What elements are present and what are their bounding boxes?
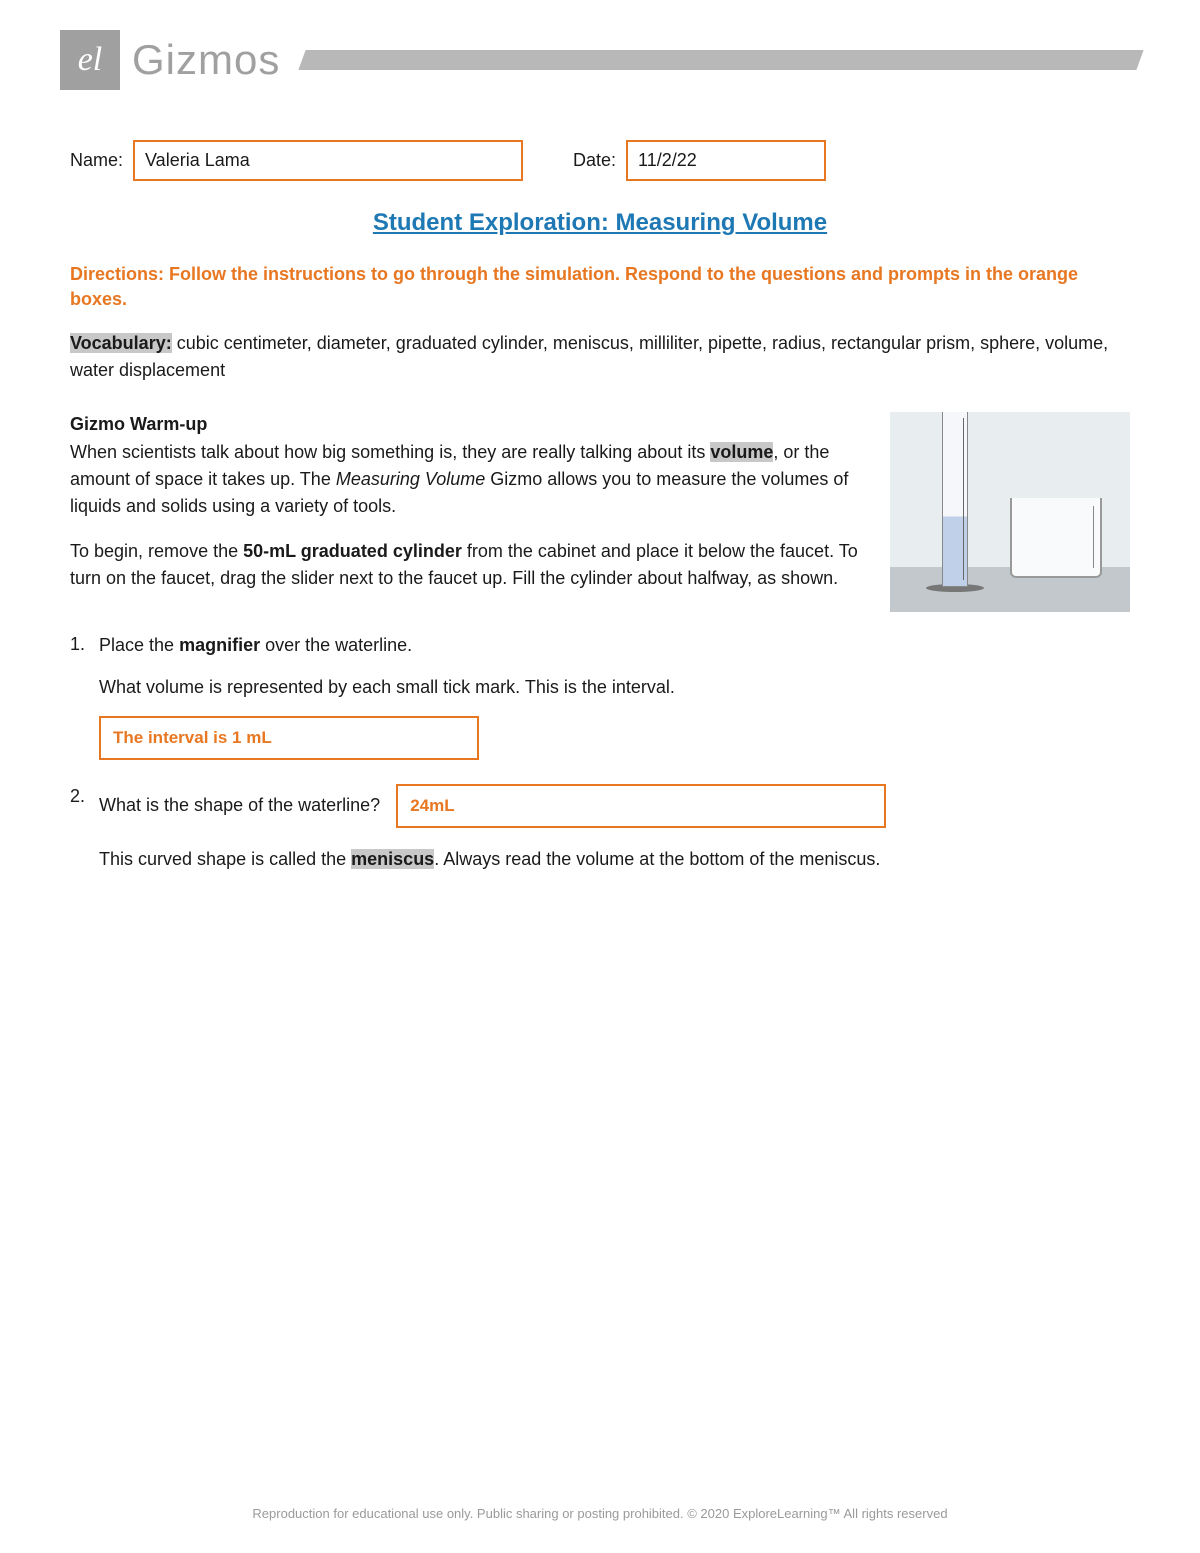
question-2: 2. What is the shape of the waterline? 2… — [70, 784, 1130, 873]
vocabulary-label: Vocabulary: — [70, 333, 172, 353]
question-1-answer-box[interactable]: The interval is 1 mL — [99, 716, 479, 760]
warmup-section: Gizmo Warm-up When scientists talk about… — [60, 412, 1140, 612]
brand-name: Gizmos — [132, 31, 280, 90]
date-field[interactable]: 11/2/22 — [626, 140, 826, 181]
question-1-line-2: What volume is represented by each small… — [99, 674, 1130, 702]
cylinder-beaker-illustration — [890, 412, 1130, 612]
question-2-explanation: This curved shape is called the meniscus… — [99, 846, 1130, 873]
question-1: 1. Place the magnifier over the waterlin… — [70, 632, 1130, 760]
directions-text: Directions: Follow the instructions to g… — [60, 262, 1140, 312]
brand-header: el Gizmos — [60, 30, 1140, 90]
name-field[interactable]: Valeria Lama — [133, 140, 523, 181]
header-decorative-bar — [299, 50, 1144, 70]
footer-copyright: Reproduction for educational use only. P… — [0, 1505, 1200, 1523]
name-label: Name: — [70, 148, 123, 173]
warmup-paragraph-2: To begin, remove the 50-mL graduated cyl… — [70, 538, 870, 592]
question-1-line-1: Place the magnifier over the waterline. — [99, 632, 1130, 660]
vocabulary-section: Vocabulary: cubic centimeter, diameter, … — [60, 330, 1140, 384]
warmup-paragraph-1: When scientists talk about how big somet… — [70, 439, 870, 520]
student-info-row: Name: Valeria Lama Date: 11/2/22 — [60, 140, 1140, 181]
warmup-heading: Gizmo Warm-up — [70, 412, 870, 437]
question-2-prompt: What is the shape of the waterline? — [99, 793, 380, 818]
question-1-number: 1. — [70, 632, 85, 760]
brand-logo-icon: el — [60, 30, 120, 90]
question-2-answer-box[interactable]: 24mL — [396, 784, 886, 828]
vocabulary-terms: cubic centimeter, diameter, graduated cy… — [70, 333, 1108, 380]
date-label: Date: — [573, 148, 616, 173]
question-2-number: 2. — [70, 784, 85, 873]
worksheet-title: Student Exploration: Measuring Volume — [60, 206, 1140, 240]
